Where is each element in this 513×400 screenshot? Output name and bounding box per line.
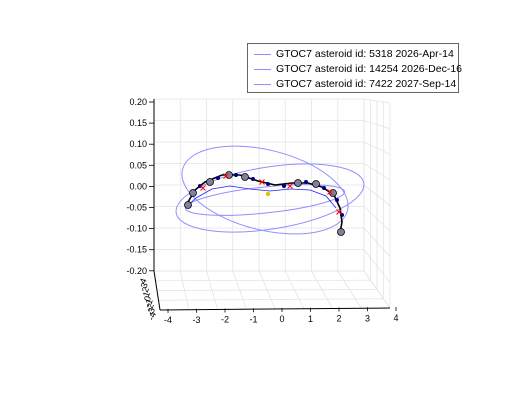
trajectory-node-marker bbox=[266, 182, 270, 186]
encounter-marker bbox=[312, 180, 320, 188]
y-axis-line bbox=[153, 270, 161, 311]
trajectory-node-marker bbox=[335, 198, 339, 202]
impulse-marker bbox=[259, 179, 265, 185]
trajectory-node-marker bbox=[322, 186, 326, 190]
z-tick-label: 0.10 bbox=[129, 139, 147, 149]
z-tick-label: 0.15 bbox=[129, 118, 147, 128]
impulse-marker bbox=[287, 183, 293, 189]
z-tick-label: -0.15 bbox=[126, 245, 147, 255]
legend: GTOC7 asteroid id: 5318 2026-Apr-14 GTOC… bbox=[247, 43, 462, 93]
legend-item: GTOC7 asteroid id: 5318 2026-Apr-14 bbox=[248, 47, 458, 61]
y-tick-label: 2 bbox=[140, 286, 151, 294]
encounter-marker bbox=[294, 179, 302, 187]
orbit-series-2 bbox=[175, 163, 365, 233]
y-tick-label: -2 bbox=[144, 302, 156, 313]
legend-label: GTOC7 asteroid id: 14254 2026-Dec-16 bbox=[276, 63, 462, 75]
legend-label: GTOC7 asteroid id: 7422 2027-Sep-14 bbox=[276, 78, 457, 90]
trajectory-node-marker bbox=[251, 177, 255, 181]
z-tick-label: -0.05 bbox=[126, 203, 147, 213]
trajectory-markers bbox=[184, 171, 345, 236]
grid-line bbox=[158, 298, 384, 301]
impulse-marker bbox=[327, 189, 333, 195]
x-tick-label: 4 bbox=[393, 313, 398, 323]
impulse-marker bbox=[200, 185, 206, 191]
trajectory-node-marker bbox=[304, 180, 308, 184]
y-tick-label: -1 bbox=[143, 297, 155, 308]
y-tick-label: 3 bbox=[139, 281, 150, 289]
x-tick-label: 2 bbox=[336, 314, 341, 324]
x-tick-label: -3 bbox=[192, 315, 200, 325]
z-tick-label: -0.10 bbox=[126, 224, 147, 234]
trajectory-node-marker bbox=[282, 184, 286, 188]
encounter-marker bbox=[241, 173, 249, 181]
orbit-series-1 bbox=[181, 145, 349, 235]
z-axis-ticks: 0.20 0.15 0.10 0.05 0.00 -0.05 -0.10 -0.15 -0.20 bbox=[126, 97, 154, 276]
impulse-marker bbox=[223, 173, 229, 179]
legend-label: GTOC7 asteroid id: 5318 2026-Apr-14 bbox=[276, 48, 454, 60]
x-tick-label: 0 bbox=[279, 314, 284, 324]
trajectory-thrust-arc bbox=[185, 185, 337, 209]
z-tick-label: 0.05 bbox=[129, 160, 147, 170]
legend-item: GTOC7 asteroid id: 14254 2026-Dec-16 bbox=[248, 62, 462, 76]
encounter-marker bbox=[189, 189, 197, 197]
impulse-marker bbox=[336, 209, 342, 215]
grid-line bbox=[155, 279, 371, 282]
y-tick-label: -4 bbox=[146, 311, 158, 322]
z-tick-label: 0.20 bbox=[129, 97, 147, 107]
z-tick-label: 0.00 bbox=[129, 181, 147, 191]
sun-dot bbox=[265, 191, 271, 197]
encounter-marker bbox=[337, 228, 345, 236]
legend-line-swatch bbox=[254, 54, 271, 55]
trajectory-node-marker bbox=[234, 173, 238, 177]
x-tick-label: 1 bbox=[308, 314, 313, 324]
x-tick-label: -2 bbox=[221, 315, 229, 325]
x-tick-label: 3 bbox=[365, 313, 370, 323]
x-tick-label: -1 bbox=[249, 314, 257, 324]
legend-line-swatch bbox=[254, 84, 271, 85]
y-tick-label: 4 bbox=[138, 277, 149, 285]
y-tick-label: -3 bbox=[145, 306, 157, 317]
y-tick-label: 0 bbox=[142, 295, 153, 303]
x-tick-label: -4 bbox=[164, 315, 172, 325]
z-tick-label: -0.20 bbox=[126, 266, 147, 276]
trajectory-node-marker bbox=[198, 184, 202, 188]
encounter-marker bbox=[206, 178, 214, 186]
orbit-series-3 bbox=[184, 184, 346, 216]
asteroid-orbits bbox=[175, 145, 365, 235]
grid-line bbox=[179, 270, 190, 309]
y-tick-label: 1 bbox=[141, 290, 152, 298]
trajectory-node-marker bbox=[216, 176, 220, 180]
x-axis-ticks: -4 -3 -2 -1 0 1 2 3 4 bbox=[164, 307, 399, 325]
grid-line bbox=[156, 289, 378, 291]
x-axis-line bbox=[159, 307, 391, 311]
legend-line-swatch bbox=[254, 69, 271, 70]
legend-item: GTOC7 asteroid id: 7422 2027-Sep-14 bbox=[248, 77, 458, 91]
sun-marker bbox=[265, 191, 271, 197]
encounter-marker bbox=[184, 201, 192, 209]
